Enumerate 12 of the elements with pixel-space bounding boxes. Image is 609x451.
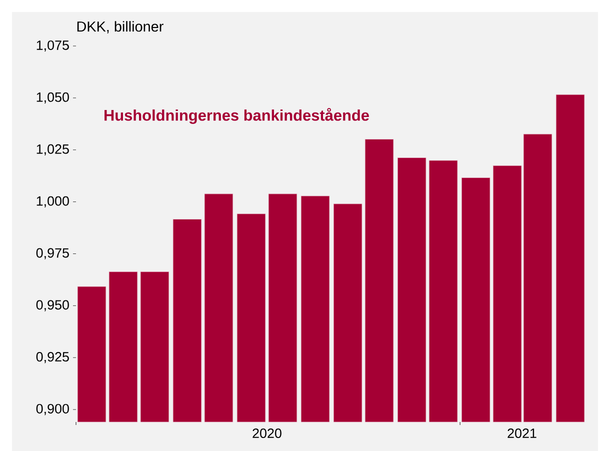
y-tick-label: 1,050 [36,92,69,104]
y-axis-title: DKK, billioner [77,21,164,34]
y-tick-label: 0,950 [36,300,69,312]
y-tick-label: 0,975 [36,248,69,260]
text: Husholdningernes bankindestående [104,108,369,124]
x-tick-label: 2021 [508,428,536,438]
y-tick-label: 0,925 [36,352,69,364]
y-tick-label: 1,075 [36,40,69,52]
y-tick-label: 0,900 [36,404,69,416]
y-tick-label: 1,000 [36,196,69,208]
y-tick-label: 1,025 [36,144,69,156]
x-tick-label: 2020 [252,428,282,438]
